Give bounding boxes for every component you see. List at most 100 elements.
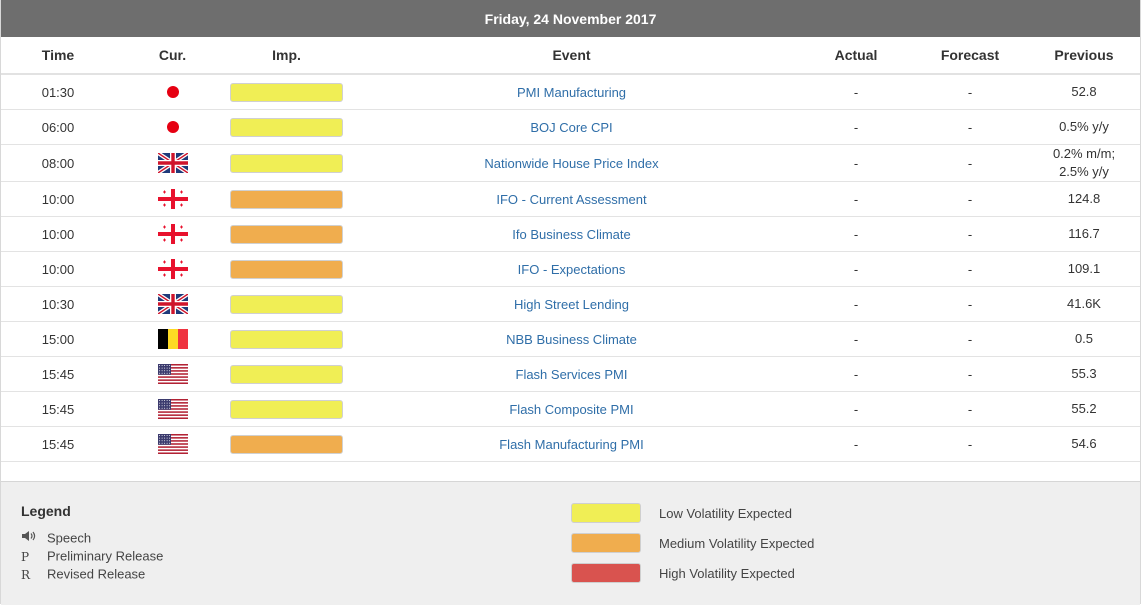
row-importance [229,145,344,181]
legend-title: Legend [21,503,71,519]
ge-flag-icon [157,259,188,279]
row-event: IFO - Expectations [344,252,799,286]
event-link[interactable]: BOJ Core CPI [530,119,613,135]
event-link[interactable]: Flash Composite PMI [509,401,634,417]
row-forecast: - [967,191,973,207]
row-currency [115,217,230,251]
importance-bar [230,259,343,279]
row-actual: - [853,84,859,100]
us-flag-icon [157,434,188,454]
row-previous: 54.6 [1027,427,1141,461]
previous-value: 54.6 [1071,436,1097,451]
revised-symbol: R [21,567,31,582]
legend-revised-label: Revised Release [47,566,146,582]
table-header: Time Cur. Imp. Event Actual Forecast Pre… [1,37,1140,75]
table-row: 08:00 Nationwide House Price Index - - 0.2% … [1,145,1140,182]
row-forecast: - [967,226,973,242]
legend-high-volatility: High Volatility Expected [571,563,795,583]
events-table-body: 01:30 PMI Manufacturing - - 52.8 06:00 BOJ Cor… [1,75,1140,462]
legend-speech: Speech [21,529,91,547]
row-currency [115,110,230,144]
row-actual: - [853,331,859,347]
importance-bar [230,153,343,173]
event-link[interactable]: PMI Manufacturing [516,84,627,100]
importance-bar [230,399,343,419]
row-event: BOJ Core CPI [344,110,799,144]
row-event: High Street Lending [344,287,799,321]
row-importance [229,287,344,321]
row-importance [229,182,344,216]
table-row: 15:45 Flash Services PMI - - 55.3 [1,357,1140,392]
header-currency: Cur. [158,47,187,63]
row-previous: 0.5% y/y [1027,110,1141,144]
previous-value: 55.2 [1071,401,1097,416]
row-forecast: - [967,436,973,452]
event-link[interactable]: NBB Business Climate [506,331,637,347]
row-actual: - [853,191,859,207]
ge-flag-icon [157,189,188,209]
importance-bar [230,364,343,384]
jp-flag-icon [157,82,188,102]
row-actual: - [853,366,859,382]
row-time: 10:00 [41,261,75,277]
legend-medium-volatility: Medium Volatility Expected [571,533,814,553]
event-link[interactable]: IFO - Expectations [517,261,626,277]
row-time: 15:45 [41,401,75,417]
row-currency [115,427,230,461]
row-time: 08:00 [41,155,75,171]
previous-value: 0.5% y/y [1059,119,1109,134]
date-title: Friday, 24 November 2017 [1,0,1140,37]
event-link[interactable]: Nationwide House Price Index [484,155,659,171]
row-importance [229,75,344,109]
speaker-icon [21,529,47,548]
row-actual: - [853,401,859,417]
row-previous: 55.3 [1027,357,1141,391]
header-previous: Previous [1054,47,1114,63]
importance-bar [230,189,343,209]
row-event: Flash Manufacturing PMI [344,427,799,461]
be-flag-icon [157,329,188,349]
event-link[interactable]: Flash Services PMI [515,366,628,382]
row-time: 15:45 [41,366,75,382]
high-volatility-swatch [571,563,641,583]
event-link[interactable]: Flash Manufacturing PMI [499,436,644,452]
event-link[interactable]: High Street Lending [514,296,629,312]
row-time: 15:00 [41,331,75,347]
row-event: IFO - Current Assessment [344,182,799,216]
event-link[interactable]: Ifo Business Climate [512,226,631,242]
row-time: 15:45 [41,436,75,452]
legend-preliminary: P Preliminary Release [21,547,163,565]
header-time: Time [41,47,75,63]
row-forecast: - [967,84,973,100]
low-volatility-swatch [571,503,641,523]
table-row: 01:30 PMI Manufacturing - - 52.8 [1,75,1140,110]
previous-value: 109.1 [1067,261,1101,276]
header-event: Event [552,47,591,63]
importance-bar [230,117,343,137]
row-time: 06:00 [41,119,75,135]
header-importance: Imp. [272,47,301,63]
table-row: 15:00 NBB Business Climate - - 0.5 [1,322,1140,357]
gb-flag-icon [157,153,188,173]
header-forecast: Forecast [940,47,1000,63]
row-importance [229,252,344,286]
row-time: 10:30 [41,296,75,312]
row-actual: - [853,436,859,452]
row-currency [115,145,230,181]
legend-revised: R Revised Release [21,565,145,583]
us-flag-icon [157,364,188,384]
medium-volatility-swatch [571,533,641,553]
row-actual: - [853,226,859,242]
ge-flag-icon [157,224,188,244]
table-row: 10:00 Ifo Business Climate - - 116.7 [1,217,1140,252]
row-actual: - [853,119,859,135]
event-link[interactable]: IFO - Current Assessment [496,191,647,207]
row-previous: 0.2% m/m; 2.5% y/y [1027,145,1141,181]
row-currency [115,287,230,321]
medium-volatility-label: Medium Volatility Expected [659,535,815,551]
previous-value: 116.7 [1068,226,1100,241]
header-actual: Actual [834,47,878,63]
importance-bar [230,224,343,244]
row-currency [115,75,230,109]
row-importance [229,217,344,251]
